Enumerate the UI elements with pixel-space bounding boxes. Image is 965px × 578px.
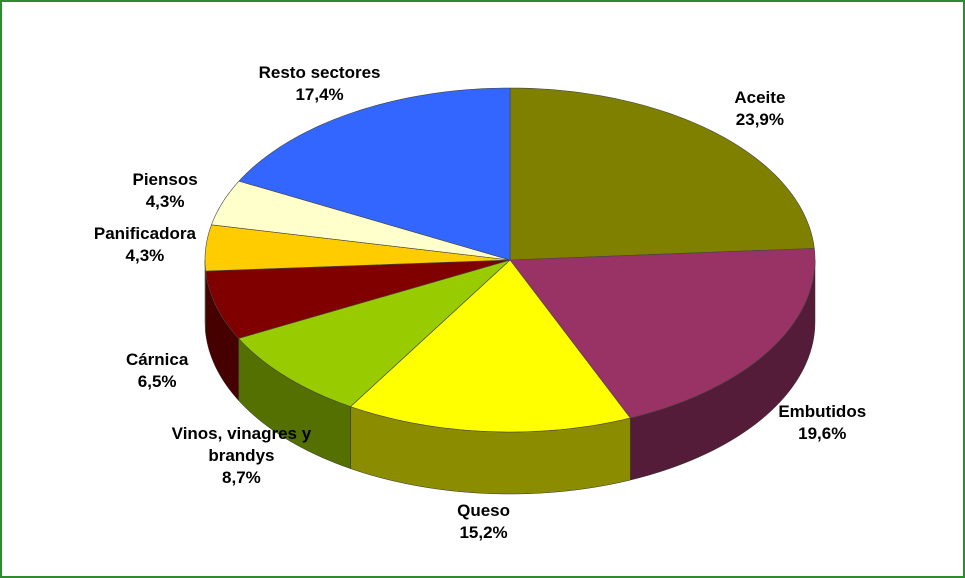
category-name: Queso [457, 500, 510, 520]
category-name: Embutidos [778, 402, 867, 422]
category-name: Cárnica [125, 349, 189, 369]
slice [349, 259, 631, 433]
slice [237, 259, 511, 407]
slice [509, 87, 815, 261]
category-name: Vinos, vinagres y brandys [171, 424, 312, 466]
slice-label: Piensos 4,3% [80, 169, 250, 213]
slice [211, 180, 511, 261]
category-name: Panificadora [93, 224, 196, 244]
category-name: Piensos [132, 169, 198, 189]
value-label: 4,3% [145, 191, 185, 211]
value-label: 4,3% [125, 246, 165, 266]
slice-label: Vinos, vinagres y brandys 8,7% [146, 423, 336, 489]
slice-label: Resto sectores 17,4% [235, 62, 405, 106]
value-label: 23,9% [735, 110, 784, 130]
slice-label: Aceite 23,9% [675, 87, 845, 131]
value-label: 19,6% [798, 424, 847, 444]
value-label: 17,4% [295, 84, 344, 104]
slice [509, 248, 816, 419]
slice-label: Queso 15,2% [399, 500, 569, 544]
category-name: Resto sectores [258, 62, 381, 82]
value-label: 8,7% [222, 468, 261, 488]
slice [205, 259, 511, 339]
category-name: Aceite [734, 88, 786, 108]
value-label: 6,5% [137, 371, 177, 391]
slice [204, 224, 511, 272]
slice-label: Embutidos 19,6% [737, 401, 907, 445]
slice-label: Panificadora 4,3% [60, 223, 230, 267]
value-label: 15,2% [459, 522, 508, 542]
slice [238, 87, 511, 261]
slice-label: Cárnica 6,5% [72, 349, 242, 393]
